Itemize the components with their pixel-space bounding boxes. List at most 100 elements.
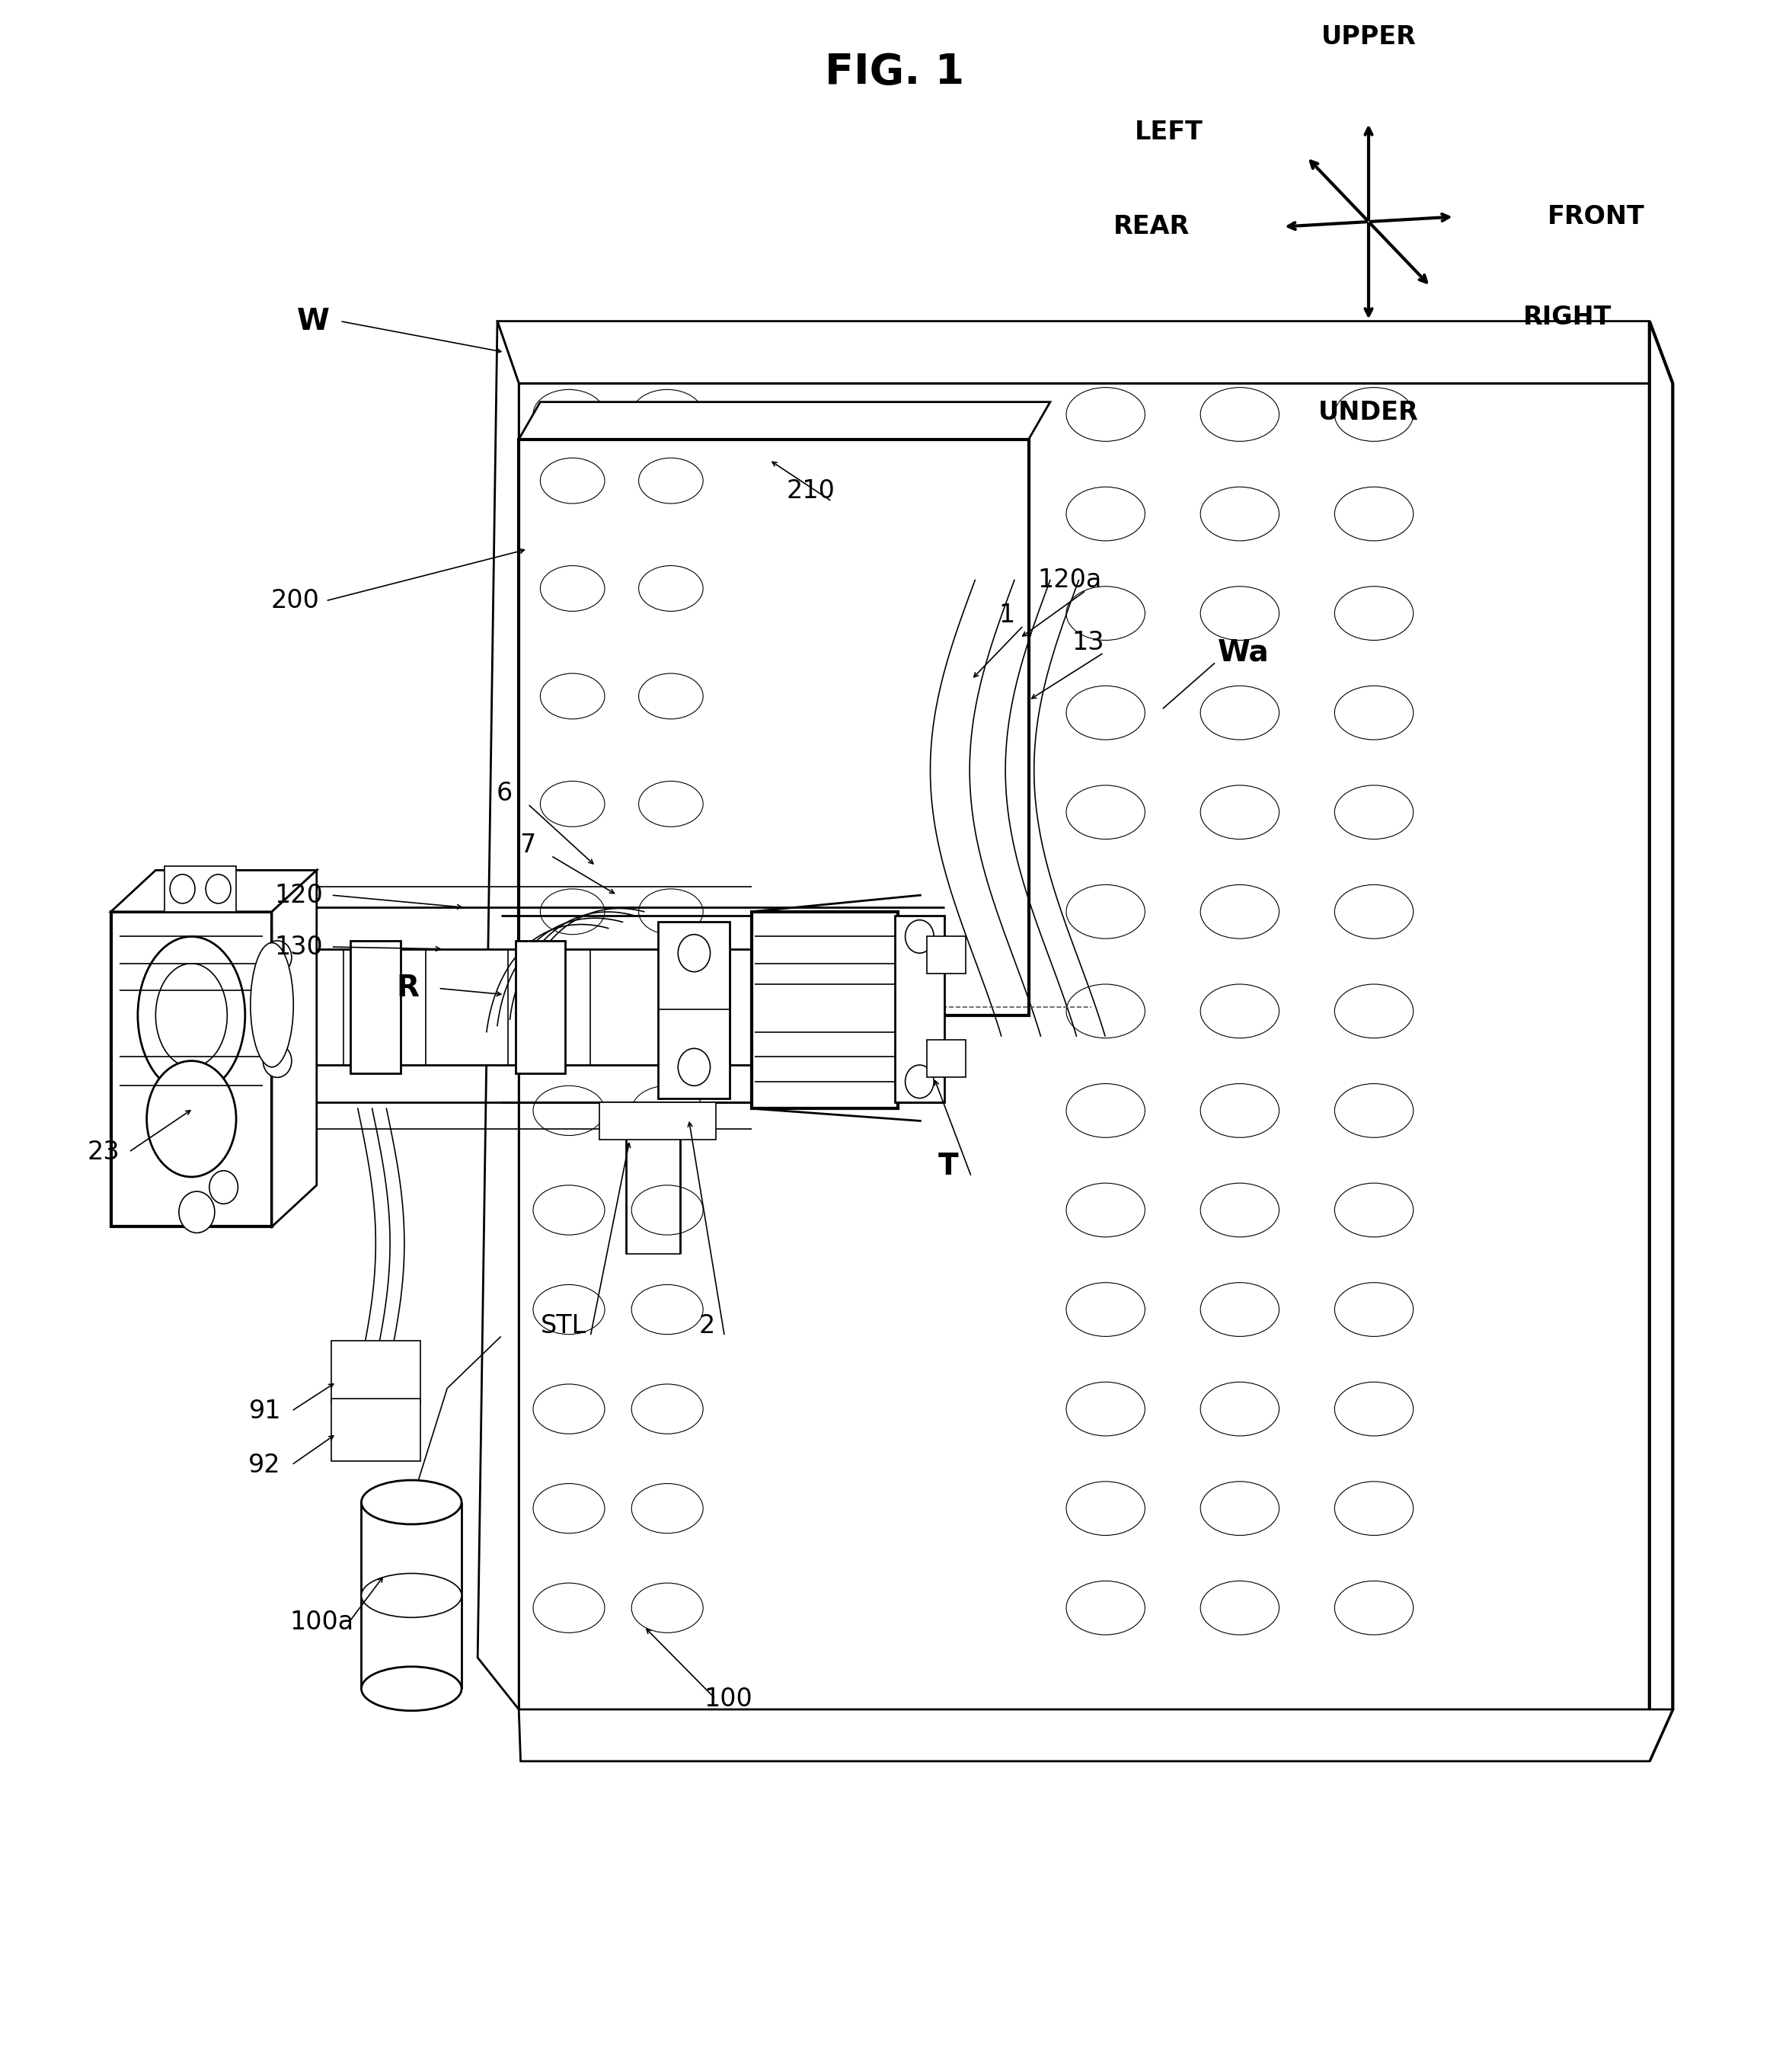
Ellipse shape [639,673,703,719]
Polygon shape [927,937,966,974]
Polygon shape [331,1399,420,1461]
Ellipse shape [1066,1481,1145,1535]
Ellipse shape [533,1185,605,1235]
Text: 100: 100 [703,1687,753,1711]
Ellipse shape [632,688,703,738]
Ellipse shape [1335,785,1413,839]
Text: LEFT: LEFT [1134,120,1202,145]
Ellipse shape [533,688,605,738]
Ellipse shape [632,1583,703,1633]
Ellipse shape [533,489,605,539]
Text: 200: 200 [270,588,320,613]
Polygon shape [658,922,730,1098]
Ellipse shape [678,934,710,972]
Ellipse shape [533,986,605,1036]
Polygon shape [599,1102,716,1140]
Ellipse shape [209,1171,238,1204]
Ellipse shape [540,458,605,503]
Text: 2: 2 [698,1314,716,1339]
Polygon shape [331,1341,420,1403]
Text: W: W [297,307,329,336]
Polygon shape [894,916,945,1102]
Polygon shape [519,402,1050,439]
Ellipse shape [1200,1382,1279,1436]
Polygon shape [751,912,898,1109]
Text: UPPER: UPPER [1320,25,1417,50]
Ellipse shape [678,1048,710,1086]
Polygon shape [497,321,1673,383]
Text: 6: 6 [496,781,513,806]
Ellipse shape [632,1185,703,1235]
Ellipse shape [1200,487,1279,541]
Ellipse shape [1335,1481,1413,1535]
Ellipse shape [1335,1581,1413,1635]
Polygon shape [351,941,401,1073]
Ellipse shape [1335,1283,1413,1336]
Ellipse shape [206,874,231,903]
Ellipse shape [540,673,605,719]
Ellipse shape [1335,984,1413,1038]
Text: 210: 210 [785,479,835,503]
Ellipse shape [632,787,703,837]
Ellipse shape [1335,1183,1413,1237]
Text: 130: 130 [274,934,324,959]
Ellipse shape [632,1086,703,1135]
Ellipse shape [1200,1283,1279,1336]
Ellipse shape [1200,785,1279,839]
Text: FRONT: FRONT [1547,205,1644,230]
Polygon shape [515,941,565,1073]
Polygon shape [272,870,317,1227]
Text: 13: 13 [1072,630,1104,655]
Ellipse shape [1200,1084,1279,1138]
Text: FIG. 1: FIG. 1 [825,52,964,93]
Ellipse shape [1066,984,1145,1038]
Polygon shape [1649,321,1673,1761]
Ellipse shape [905,920,934,953]
Text: 120a: 120a [1038,568,1102,593]
Text: 120: 120 [274,883,324,908]
Text: 100a: 100a [290,1610,354,1635]
Ellipse shape [533,1086,605,1135]
Ellipse shape [1335,487,1413,541]
Ellipse shape [1200,586,1279,640]
Ellipse shape [632,887,703,937]
Text: T: T [937,1152,959,1181]
Ellipse shape [263,941,292,974]
Ellipse shape [632,1285,703,1334]
Ellipse shape [1335,1382,1413,1436]
Ellipse shape [533,887,605,937]
Ellipse shape [170,874,195,903]
Ellipse shape [1066,1084,1145,1138]
Ellipse shape [1066,1382,1145,1436]
Ellipse shape [1200,885,1279,939]
Polygon shape [519,439,1029,1015]
Ellipse shape [533,1384,605,1434]
Ellipse shape [533,588,605,638]
Ellipse shape [147,1061,236,1177]
Ellipse shape [533,390,605,439]
Ellipse shape [1200,1481,1279,1535]
Ellipse shape [361,1573,462,1618]
Ellipse shape [632,986,703,1036]
Ellipse shape [138,937,245,1094]
Ellipse shape [361,1479,462,1525]
Text: 23: 23 [88,1140,120,1164]
Ellipse shape [632,1384,703,1434]
Ellipse shape [540,889,605,934]
Ellipse shape [1335,1084,1413,1138]
Ellipse shape [1200,387,1279,441]
Ellipse shape [1066,686,1145,740]
Ellipse shape [905,1065,934,1098]
Text: R: R [397,974,419,1003]
Ellipse shape [1066,1581,1145,1635]
Text: 91: 91 [249,1399,281,1423]
Ellipse shape [250,943,293,1067]
Polygon shape [277,949,894,1065]
Polygon shape [250,916,304,1102]
Ellipse shape [1335,387,1413,441]
Ellipse shape [361,1666,462,1711]
Ellipse shape [1066,1283,1145,1336]
Ellipse shape [156,963,227,1067]
Ellipse shape [1066,1183,1145,1237]
Ellipse shape [632,489,703,539]
